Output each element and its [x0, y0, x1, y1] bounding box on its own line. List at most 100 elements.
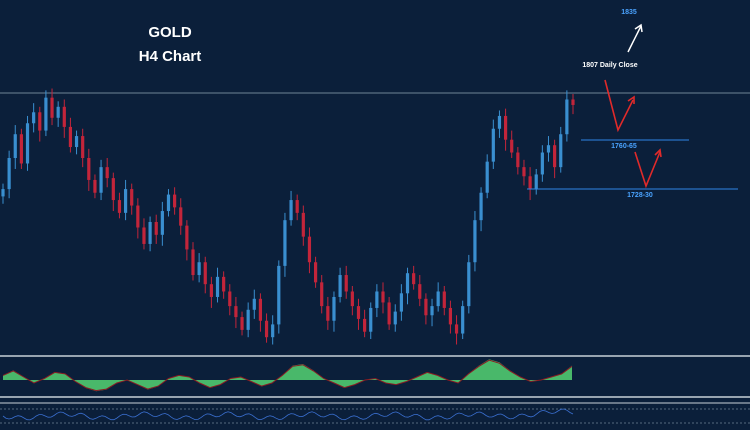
- candle-body: [111, 178, 115, 201]
- candle-body: [485, 161, 489, 193]
- candle-body: [160, 211, 164, 235]
- candle-body: [369, 307, 373, 332]
- candle-body: [258, 298, 263, 321]
- candle-body: [222, 276, 226, 292]
- candle-body: [393, 311, 397, 325]
- candle-body: [246, 309, 250, 330]
- candle-body: [271, 324, 275, 338]
- candle-body: [565, 99, 569, 135]
- candle-body: [62, 106, 66, 127]
- red-arrow-head-2: [654, 148, 662, 158]
- candle-body: [344, 275, 348, 292]
- candle-body: [479, 192, 483, 221]
- candle-body: [399, 293, 403, 312]
- candle-body: [424, 298, 428, 316]
- candle-body: [191, 249, 195, 276]
- candle-body: [387, 302, 391, 325]
- chart-title: GOLD: [148, 24, 192, 41]
- candle-body: [503, 115, 508, 140]
- candle-body: [99, 167, 103, 193]
- red-arrow-path-1: [604, 79, 634, 133]
- target-label-1835: 1835: [621, 9, 637, 16]
- candle-body: [491, 128, 495, 162]
- candle-body: [307, 236, 312, 263]
- candle-body: [320, 282, 324, 307]
- candle-body: [87, 158, 91, 180]
- candle-body: [326, 306, 330, 321]
- candle-body: [540, 152, 544, 175]
- candle-body: [142, 227, 146, 244]
- candle-body: [264, 320, 269, 338]
- candle-body: [185, 225, 189, 250]
- oscillator-signal-line: [2, 359, 573, 392]
- candle-body: [19, 134, 23, 164]
- candle-body: [381, 291, 385, 303]
- candle-body: [25, 123, 30, 164]
- candle-body: [123, 189, 128, 213]
- candles-group: [1, 88, 575, 345]
- candle-body: [148, 222, 152, 244]
- target-arrow-head: [634, 23, 643, 33]
- candle-body: [571, 99, 575, 105]
- candle-body: [136, 205, 140, 228]
- candle-body: [332, 296, 336, 321]
- target-arrow-shaft: [627, 25, 642, 53]
- support-label-1760: 1760-65: [611, 143, 637, 150]
- red-arrow-head-1: [627, 95, 635, 104]
- support-label-1728: 1728-30: [627, 192, 653, 199]
- candle-body: [44, 97, 48, 131]
- candle-body: [295, 200, 299, 213]
- candle-body: [74, 136, 79, 148]
- candle-body: [436, 291, 440, 307]
- candle-body: [56, 106, 60, 118]
- candle-body: [81, 136, 85, 158]
- lower-indicator-line: [2, 408, 574, 421]
- candle-body: [461, 306, 465, 334]
- candle-body: [93, 179, 97, 193]
- candle-body: [375, 291, 379, 308]
- candle-body: [418, 284, 422, 299]
- daily-close-label: 1807 Daily Close: [582, 62, 637, 69]
- candle-body: [209, 284, 213, 297]
- candle-body: [301, 212, 305, 237]
- candle-body: [240, 317, 244, 330]
- candle-body: [13, 134, 17, 158]
- candle-body: [528, 176, 532, 190]
- candle-body: [559, 134, 563, 168]
- candle-body: [277, 265, 281, 325]
- candle-body: [442, 291, 446, 308]
- candle-body: [130, 189, 134, 206]
- candle-body: [534, 174, 538, 190]
- candle-body: [454, 324, 459, 334]
- candle-body: [215, 276, 220, 297]
- candle-body: [412, 273, 416, 285]
- candle-body: [473, 220, 477, 263]
- candle-body: [234, 306, 238, 318]
- candle-body: [553, 145, 557, 168]
- red-arrow-path-2: [634, 151, 661, 189]
- candle-body: [203, 262, 207, 285]
- candle-body: [510, 139, 514, 153]
- candle-body: [350, 291, 354, 307]
- candle-body: [467, 262, 471, 307]
- candle-body: [38, 112, 42, 131]
- candle-body: [7, 158, 11, 190]
- candle-body: [252, 298, 256, 310]
- candle-body: [166, 194, 171, 212]
- candle-body: [405, 273, 410, 294]
- candle-body: [117, 200, 122, 213]
- candle-body: [105, 167, 109, 179]
- oscillator-area: [3, 359, 572, 392]
- candle-body: [179, 207, 183, 226]
- candle-body: [68, 126, 73, 148]
- candle-body: [448, 307, 453, 325]
- candle-body: [516, 152, 520, 168]
- candle-body: [363, 318, 367, 332]
- candle-body: [197, 262, 201, 276]
- candle-body: [154, 222, 158, 235]
- candle-body: [32, 112, 36, 124]
- candle-body: [430, 306, 434, 316]
- candle-body: [338, 275, 342, 297]
